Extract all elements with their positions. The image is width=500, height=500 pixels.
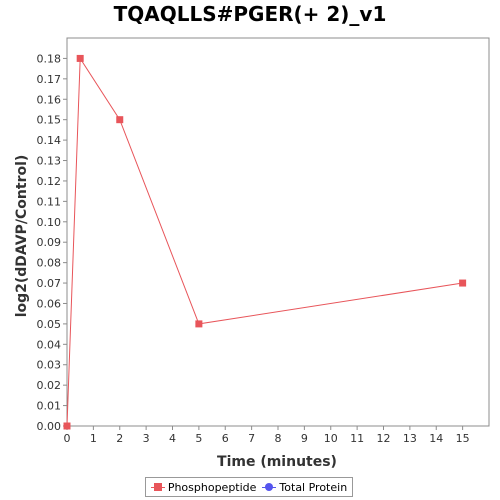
y-tick-label-0: 0.00 [37,420,62,433]
y-tick-label-17: 0.17 [37,73,62,86]
y-tick-label-10: 0.10 [37,216,62,229]
y-tick-label-15: 0.15 [37,114,62,127]
y-tick-label-12: 0.12 [37,175,62,188]
y-tick-label-16: 0.16 [37,93,62,106]
y-tick-label-7: 0.07 [37,277,62,290]
plot-area: 0.00 0.01 0.02 0.03 0.04 0.05 0.06 0.07 0.08 0.09… [37,37,490,445]
x-tick-label-3: 3 [143,432,150,445]
data-point-phosphopeptide-4 [459,279,467,287]
y-tick-label-5: 0.05 [37,318,62,331]
x-tick-label-0: 0 [64,432,71,445]
square-marker-icon [150,482,165,492]
y-tick-label-4: 0.04 [37,338,62,351]
y-tick-label-11: 0.11 [37,195,62,208]
x-tick-label-14: 14 [429,432,443,445]
legend-label-phosphopeptide: Phosphopeptide [167,480,257,494]
x-tick-label-12: 12 [377,432,391,445]
x-tick-label-10: 10 [324,432,338,445]
x-tick-label-7: 7 [248,432,255,445]
y-tick-label-1: 0.01 [37,400,62,413]
y-tick-label-3: 0.03 [37,359,62,372]
legend-item-total-protein: Total Protein [262,481,347,494]
plot-frame [66,37,490,427]
x-tick-label-13: 13 [403,432,417,445]
y-tick-label-9: 0.09 [37,236,62,249]
y-tick-label-6: 0.06 [37,297,62,310]
y-axis-label: log2(dDAVP/Control) [14,155,30,318]
circle-marker-icon [262,482,277,492]
y-tick-label-14: 0.14 [37,134,62,147]
y-tick-label-2: 0.02 [37,379,62,392]
x-tick-label-2: 2 [116,432,123,445]
legend: Phosphopeptide Total Protein [145,477,353,497]
y-tick-label-8: 0.08 [37,257,62,270]
data-point-phosphopeptide-3 [195,320,203,328]
x-tick-label-11: 11 [350,432,364,445]
y-tick-label-13: 0.13 [37,155,62,168]
x-axis-label: Time (minutes) [217,454,337,470]
x-tick-label-1: 1 [90,432,97,445]
x-tick-label-9: 9 [301,432,308,445]
y-tick-label-18: 0.18 [37,52,62,65]
x-tick-label-6: 6 [222,432,229,445]
legend-label-total-protein: Total Protein [279,480,348,494]
data-point-phosphopeptide-2 [116,116,124,124]
x-tick-label-5: 5 [195,432,202,445]
x-tick-label-15: 15 [456,432,470,445]
x-tick-label-4: 4 [169,432,176,445]
legend-item-phosphopeptide: Phosphopeptide [150,480,257,494]
chart-title: TQAQLLS#PGER(+ 2)_v1 [113,2,387,26]
data-point-phosphopeptide-1 [76,54,84,62]
data-point-phosphopeptide-0 [63,422,71,430]
x-tick-label-8: 8 [275,432,282,445]
